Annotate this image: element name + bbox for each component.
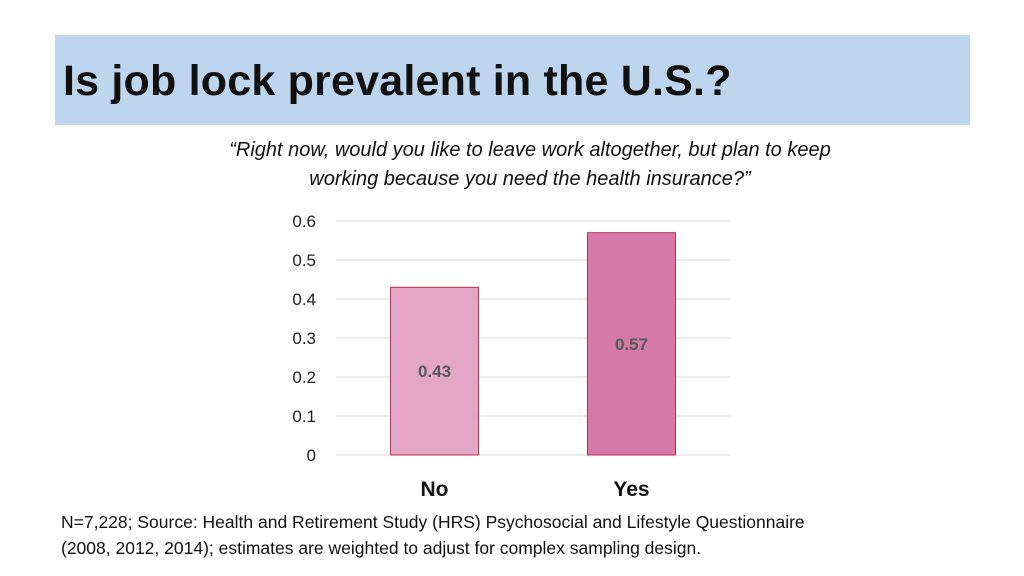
survey-question-line-2: working because you need the health insu… <box>309 168 751 190</box>
survey-question-line-1: “Right now, would you like to leave work… <box>229 139 831 161</box>
data-labels: 0.43 0.57 <box>418 335 648 381</box>
x-axis-tick-labels: No Yes <box>421 478 650 501</box>
bar-no <box>390 286 479 456</box>
footnote-line-2: (2008, 2012, 2014); estimates are weight… <box>61 538 702 558</box>
survey-question: “Right now, would you like to leave work… <box>160 136 900 194</box>
title-bar: Is job lock prevalent in the U.S.? <box>55 35 970 125</box>
y-tick-label: 0.4 <box>292 290 316 309</box>
x-tick-label-no: No <box>421 478 449 501</box>
y-tick-label: 0 <box>307 446 316 465</box>
y-tick-label: 0.6 <box>292 212 316 231</box>
y-tick-label: 0.5 <box>292 251 316 270</box>
y-axis-tick-labels: 0 0.1 0.2 0.3 0.4 0.5 0.6 <box>292 212 316 465</box>
x-tick-label-yes: Yes <box>613 478 649 501</box>
y-tick-label: 0.1 <box>292 407 316 426</box>
y-tick-label: 0.2 <box>292 368 316 387</box>
slide-title: Is job lock prevalent in the U.S.? <box>63 57 732 105</box>
bar-yes <box>587 232 676 456</box>
footnote-line-1: N=7,228; Source: Health and Retirement S… <box>61 512 805 532</box>
footnote: N=7,228; Source: Health and Retirement S… <box>61 509 961 561</box>
y-tick-label: 0.3 <box>292 329 316 348</box>
bars <box>390 232 676 456</box>
data-label-yes: 0.57 <box>615 335 648 354</box>
bar-chart: 0 0.1 0.2 0.3 0.4 0.5 0.6 0.43 0.57 No Yes <box>292 212 730 501</box>
data-label-no: 0.43 <box>418 362 451 381</box>
